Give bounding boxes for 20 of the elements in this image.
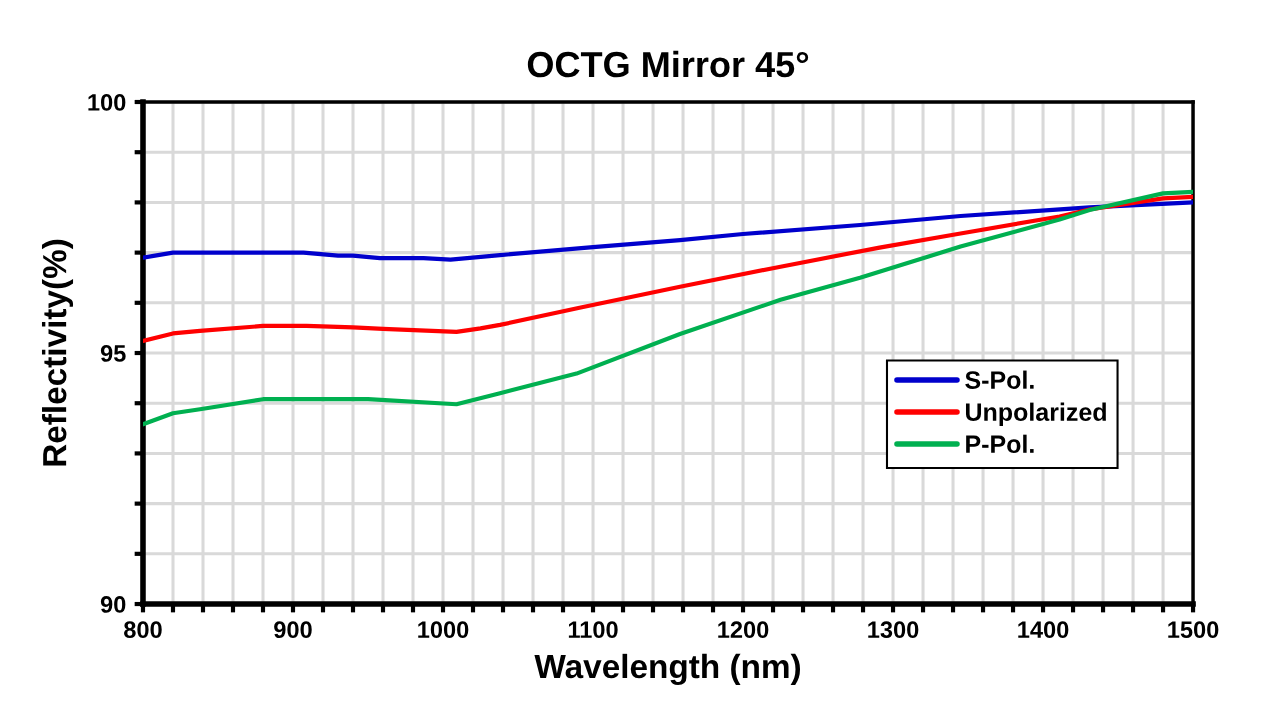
y-tick-label: 90: [100, 596, 126, 613]
x-tick-label: 1100: [568, 621, 618, 639]
x-tick-label: 1500: [1168, 621, 1219, 639]
line-series: [142, 189, 1194, 427]
x-tick-label: 1200: [718, 621, 769, 639]
x-tick-label: 1400: [1018, 621, 1069, 639]
x-tick-label: 1000: [418, 621, 469, 639]
x-tick-label: 800: [124, 621, 162, 639]
y-tick-label: 100: [88, 94, 126, 111]
y-axis-title: Reflectivity(%): [41, 239, 74, 466]
legend-label: P-Pol.: [966, 434, 1034, 454]
x-tick-label: 900: [274, 621, 312, 639]
line-series: [142, 194, 1194, 344]
x-axis-title: Wavelength (nm): [534, 653, 801, 686]
chart-title: OCTG Mirror 45°: [527, 50, 809, 78]
line-series: [142, 200, 1194, 262]
legend-label: Unpolarized: [965, 402, 1106, 426]
x-tick-label: 1300: [868, 621, 919, 639]
legend-label: S-Pol.: [965, 370, 1034, 389]
y-tick-label: 95: [100, 345, 126, 362]
